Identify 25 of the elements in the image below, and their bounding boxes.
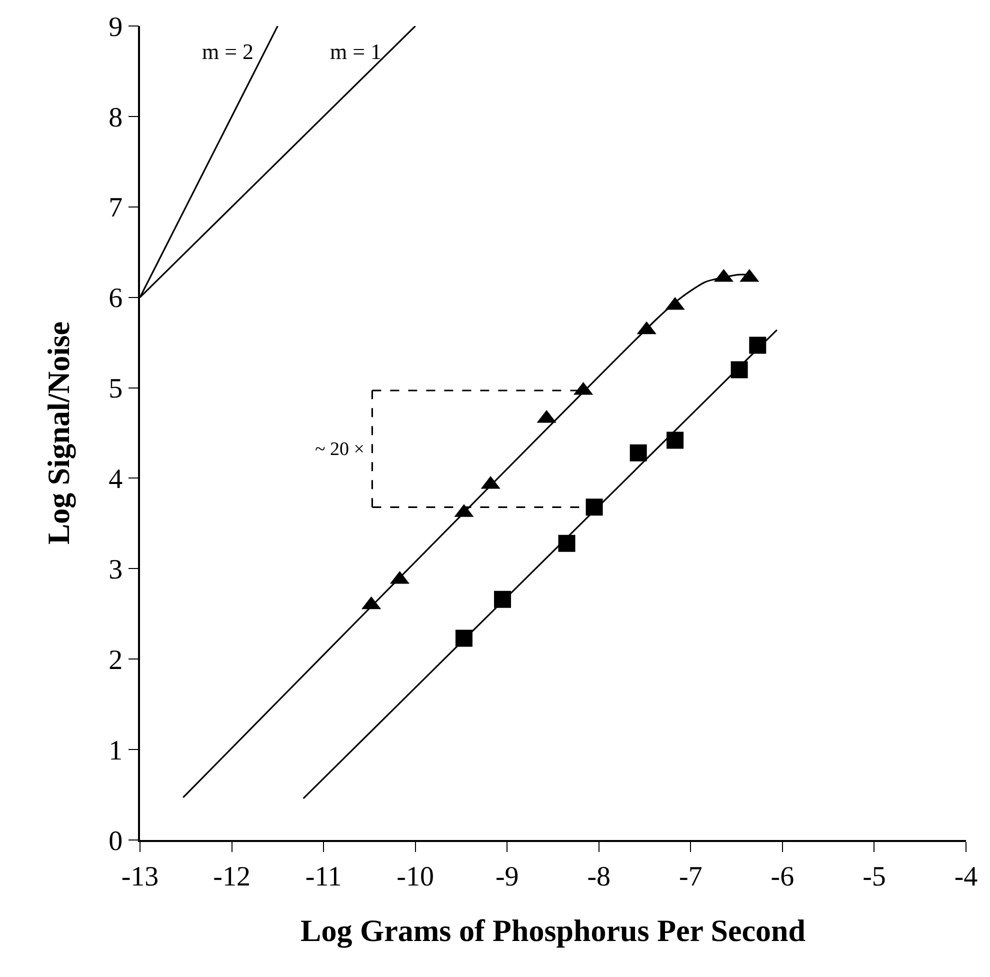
x-tick-label: -6 [770,861,794,892]
x-tick-label: -13 [121,861,159,892]
x-tick-label: -12 [213,861,250,892]
y-tick-label: 8 [108,102,123,134]
y-tick-label: 9 [108,12,123,43]
annotation: ~ 20 × [315,439,364,460]
x-axis-title: Log Grams of Phosphorus Per Second [300,913,806,948]
annotation: m = 2 [202,39,254,64]
x-tick-label: -10 [396,861,434,892]
y-axis-title: Log Signal/Noise [40,321,76,545]
y-tick-label: 4 [108,464,123,496]
y-tick-label: 3 [108,554,123,586]
y-tick-label: 5 [108,374,123,405]
y-tick-label: 6 [108,283,123,314]
x-tick-label: -11 [305,861,342,892]
x-tick-label: -4 [954,861,978,892]
x-tick-label: -9 [495,861,519,892]
y-tick-label: 7 [108,192,123,224]
y-tick-label: 0 [108,826,123,857]
y-tick-label: 1 [108,735,123,766]
y-tick-label: 2 [108,644,123,676]
annotation: m = 1 [330,39,382,64]
x-tick-label: -8 [587,861,611,892]
x-tick-label: -7 [679,861,702,892]
x-tick-label: -5 [862,861,886,892]
